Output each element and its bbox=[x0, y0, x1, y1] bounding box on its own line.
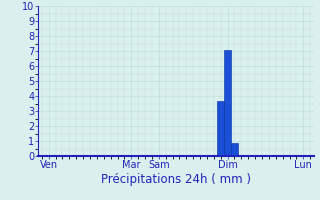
X-axis label: Précipitations 24h ( mm ): Précipitations 24h ( mm ) bbox=[101, 173, 251, 186]
Bar bbox=[224, 49, 231, 156]
Bar bbox=[217, 100, 224, 156]
Bar bbox=[231, 142, 238, 156]
